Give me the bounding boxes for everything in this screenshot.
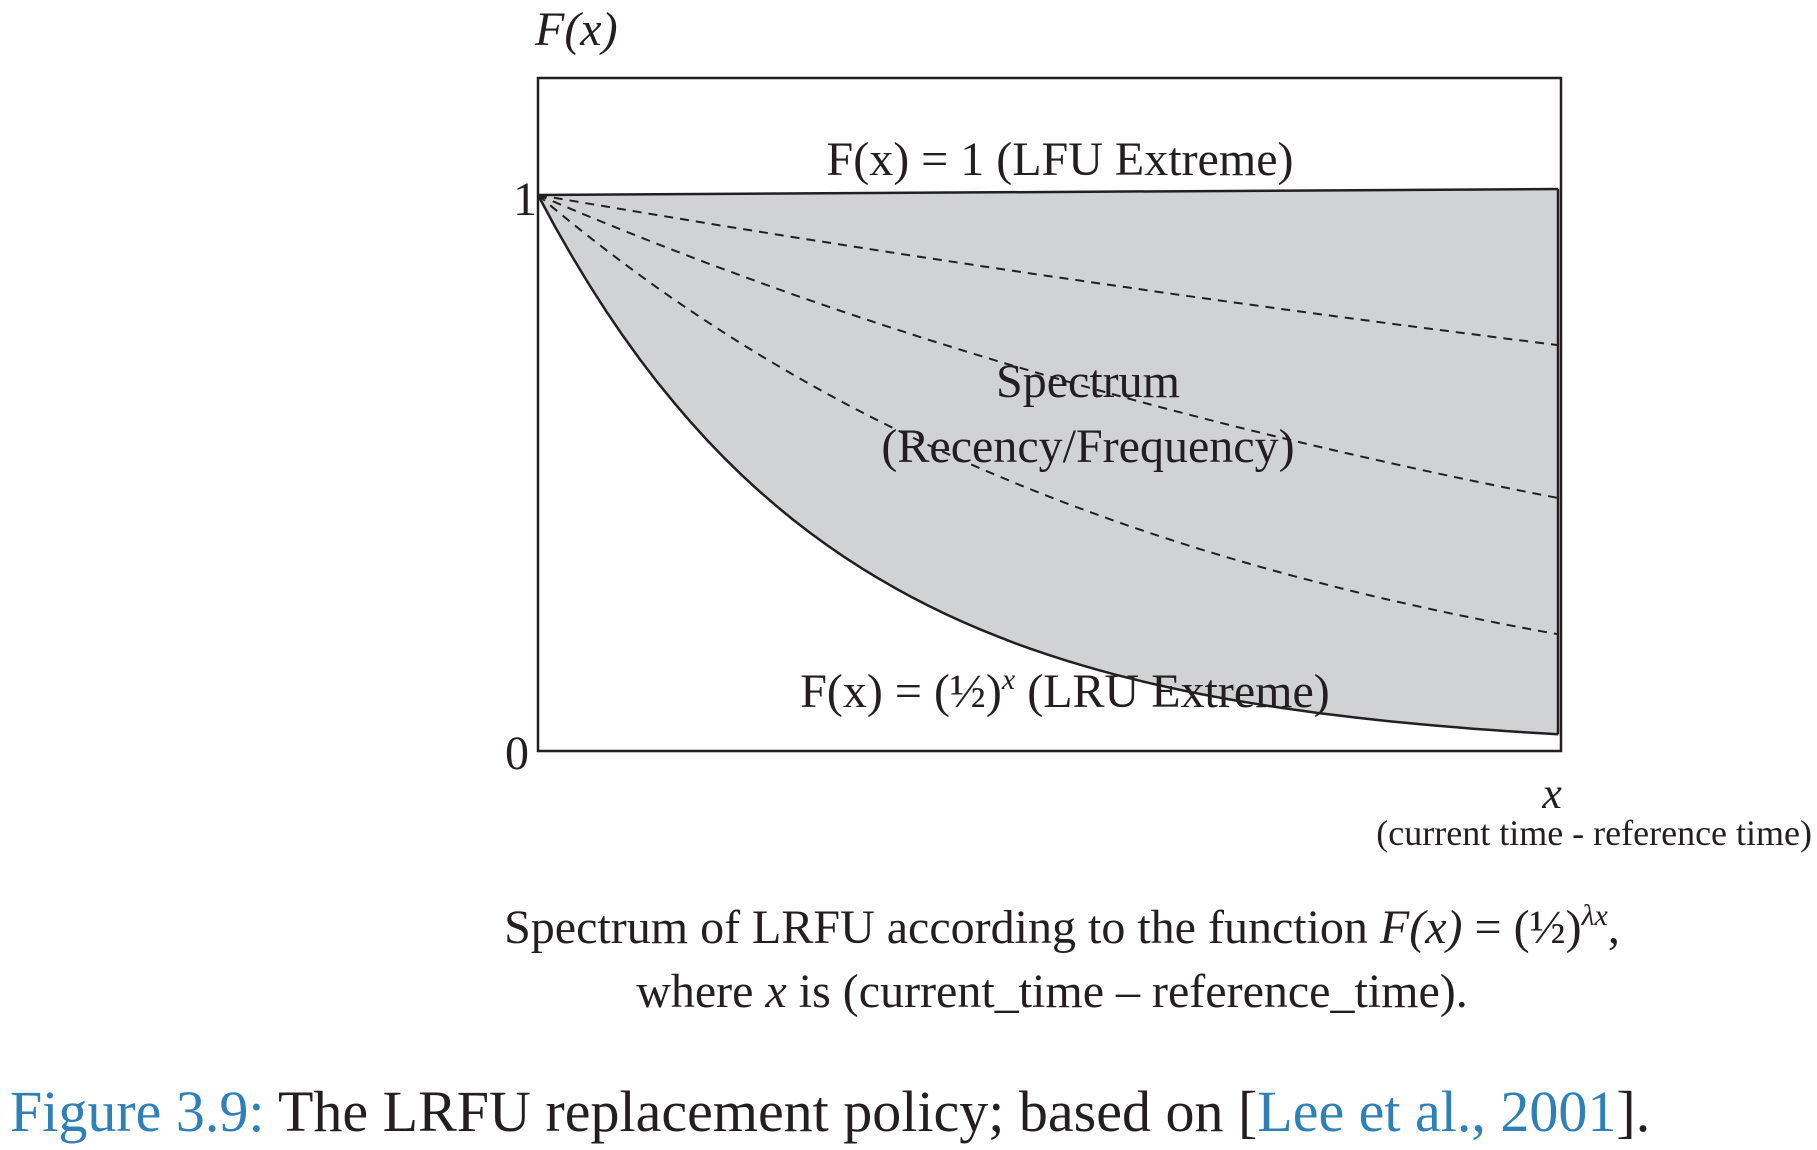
figure-caption-text: The LRFU replacement policy; based on [ [264,1079,1258,1144]
dashed-curve-2 [537,194,1559,499]
figure-number: Figure 3.9: [10,1079,265,1144]
x-axis-label: x [1541,769,1562,818]
figure-caption-end: ]. [1616,1079,1651,1144]
y-axis-label: F(x) [534,3,618,56]
plot-frame [536,76,1563,753]
region-label-line2: (Recency/Frequency) [881,420,1294,473]
y-tick-top: 1 [513,173,537,226]
lru-curve-label: F(x) = (½)x (LRU Extreme) [800,663,1330,718]
lfu-curve-label: F(x) = 1 (LFU Extreme) [827,133,1294,186]
diagram-caption-line1: Spectrum of LRFU according to the functi… [504,899,1620,954]
region-label-line1: Spectrum [996,355,1180,408]
spectrum-region [538,189,1558,735]
diagram-caption-line2: where x is (current_time – reference_tim… [636,965,1468,1018]
figure-caption: Figure 3.9: The LRFU replacement policy;… [10,1078,1650,1145]
lru-curve [536,194,1559,736]
lfu-curve [537,187,1559,197]
x-axis-sublabel: (current time - reference time) [1376,813,1812,853]
citation-link[interactable]: Lee et al., 2001 [1257,1079,1617,1144]
dashed-curve-1 [537,194,1559,347]
dashed-curve-3 [537,194,1559,636]
y-tick-bottom: 0 [505,727,529,780]
